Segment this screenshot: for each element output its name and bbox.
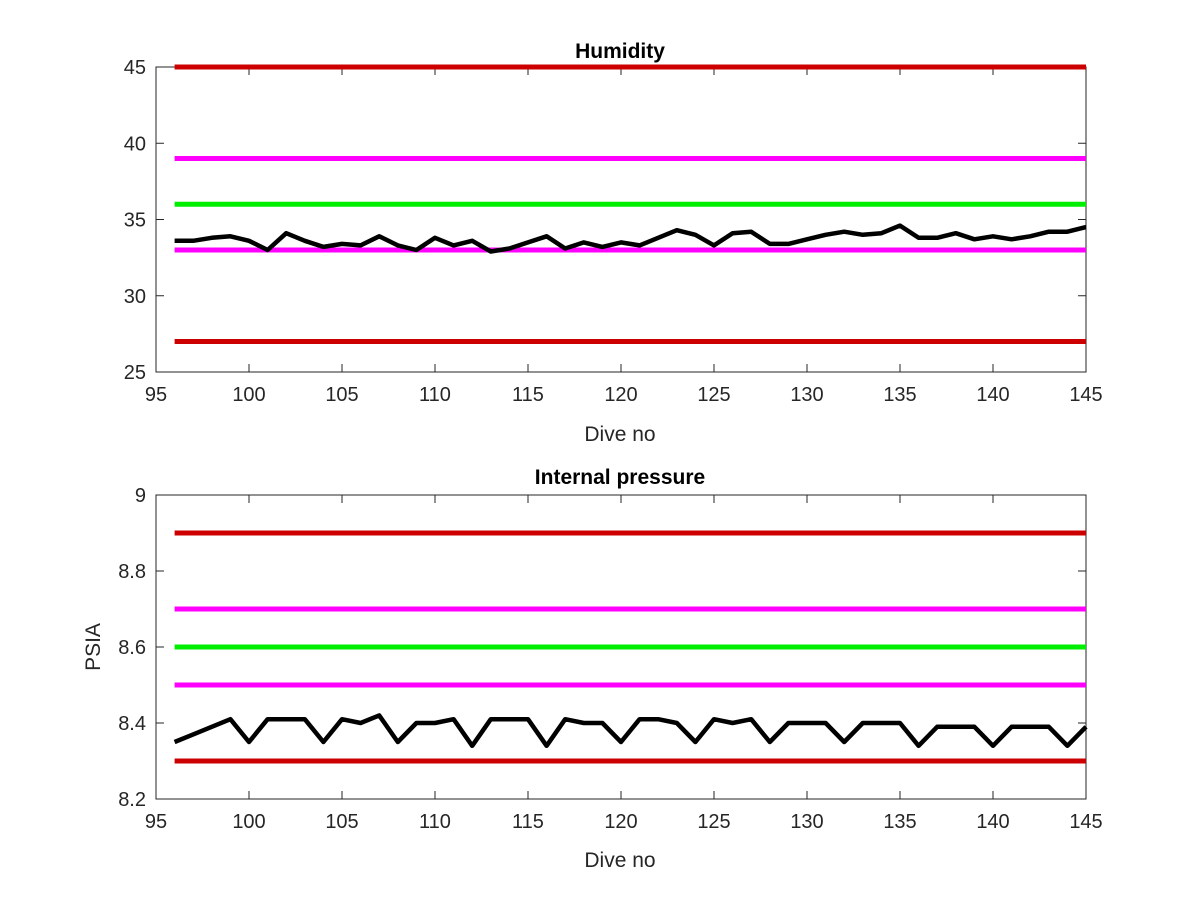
y-tick-label: 8.4 (118, 713, 146, 735)
x-tick-label: 95 (145, 384, 167, 406)
humidity-chart-panel: Humidity Dive no 95 100 105 110 115 120 125 130… (124, 40, 1103, 446)
x-tick-label: 100 (232, 811, 265, 833)
x-tick-label: 95 (145, 811, 167, 833)
x-tick-label: 135 (883, 384, 916, 406)
x-tick-label: 120 (604, 384, 637, 406)
x-tick-label: 125 (697, 384, 730, 406)
x-tick-label: 115 (512, 811, 544, 833)
x-tick-label: 135 (883, 811, 916, 833)
data-series-line (173, 713, 1088, 749)
y-tick-label: 35 (124, 210, 146, 232)
y-tick-label: 30 (124, 286, 146, 308)
x-tick-label: 140 (976, 384, 1009, 406)
x-axis-label: Dive no (584, 423, 655, 446)
y-tick-label: 40 (124, 133, 146, 155)
y-tick-label: 8.8 (118, 561, 146, 583)
data-series-line (174, 223, 1087, 254)
x-tick-label: 110 (419, 384, 451, 406)
x-tick-label: 105 (325, 811, 358, 833)
y-tick-label: 8.6 (118, 637, 146, 659)
y-tick-label: 25 (124, 362, 146, 384)
y-tick-label: 9 (135, 485, 146, 507)
x-tick-label: 105 (325, 384, 358, 406)
x-tick-label: 145 (1069, 811, 1102, 833)
x-tick-label: 125 (697, 811, 730, 833)
x-axis-label: Dive no (584, 849, 655, 872)
x-tick-label: 100 (232, 384, 265, 406)
internal-pressure-chart-panel: Internal pressure Dive no PSIA 95 100 105 1… (82, 466, 1103, 872)
y-tick-label: 8.2 (118, 789, 146, 811)
x-tick-label: 110 (419, 811, 451, 833)
x-tick-label: 130 (790, 384, 823, 406)
x-tick-label: 145 (1069, 384, 1102, 406)
chart-title: Humidity (575, 40, 665, 63)
x-tick-label: 130 (790, 811, 823, 833)
x-tick-label: 140 (976, 811, 1009, 833)
chart-title: Internal pressure (535, 466, 705, 489)
y-axis-label: PSIA (82, 623, 105, 671)
x-tick-label: 115 (512, 384, 544, 406)
y-tick-label: 45 (124, 57, 146, 79)
x-tick-label: 120 (604, 811, 637, 833)
